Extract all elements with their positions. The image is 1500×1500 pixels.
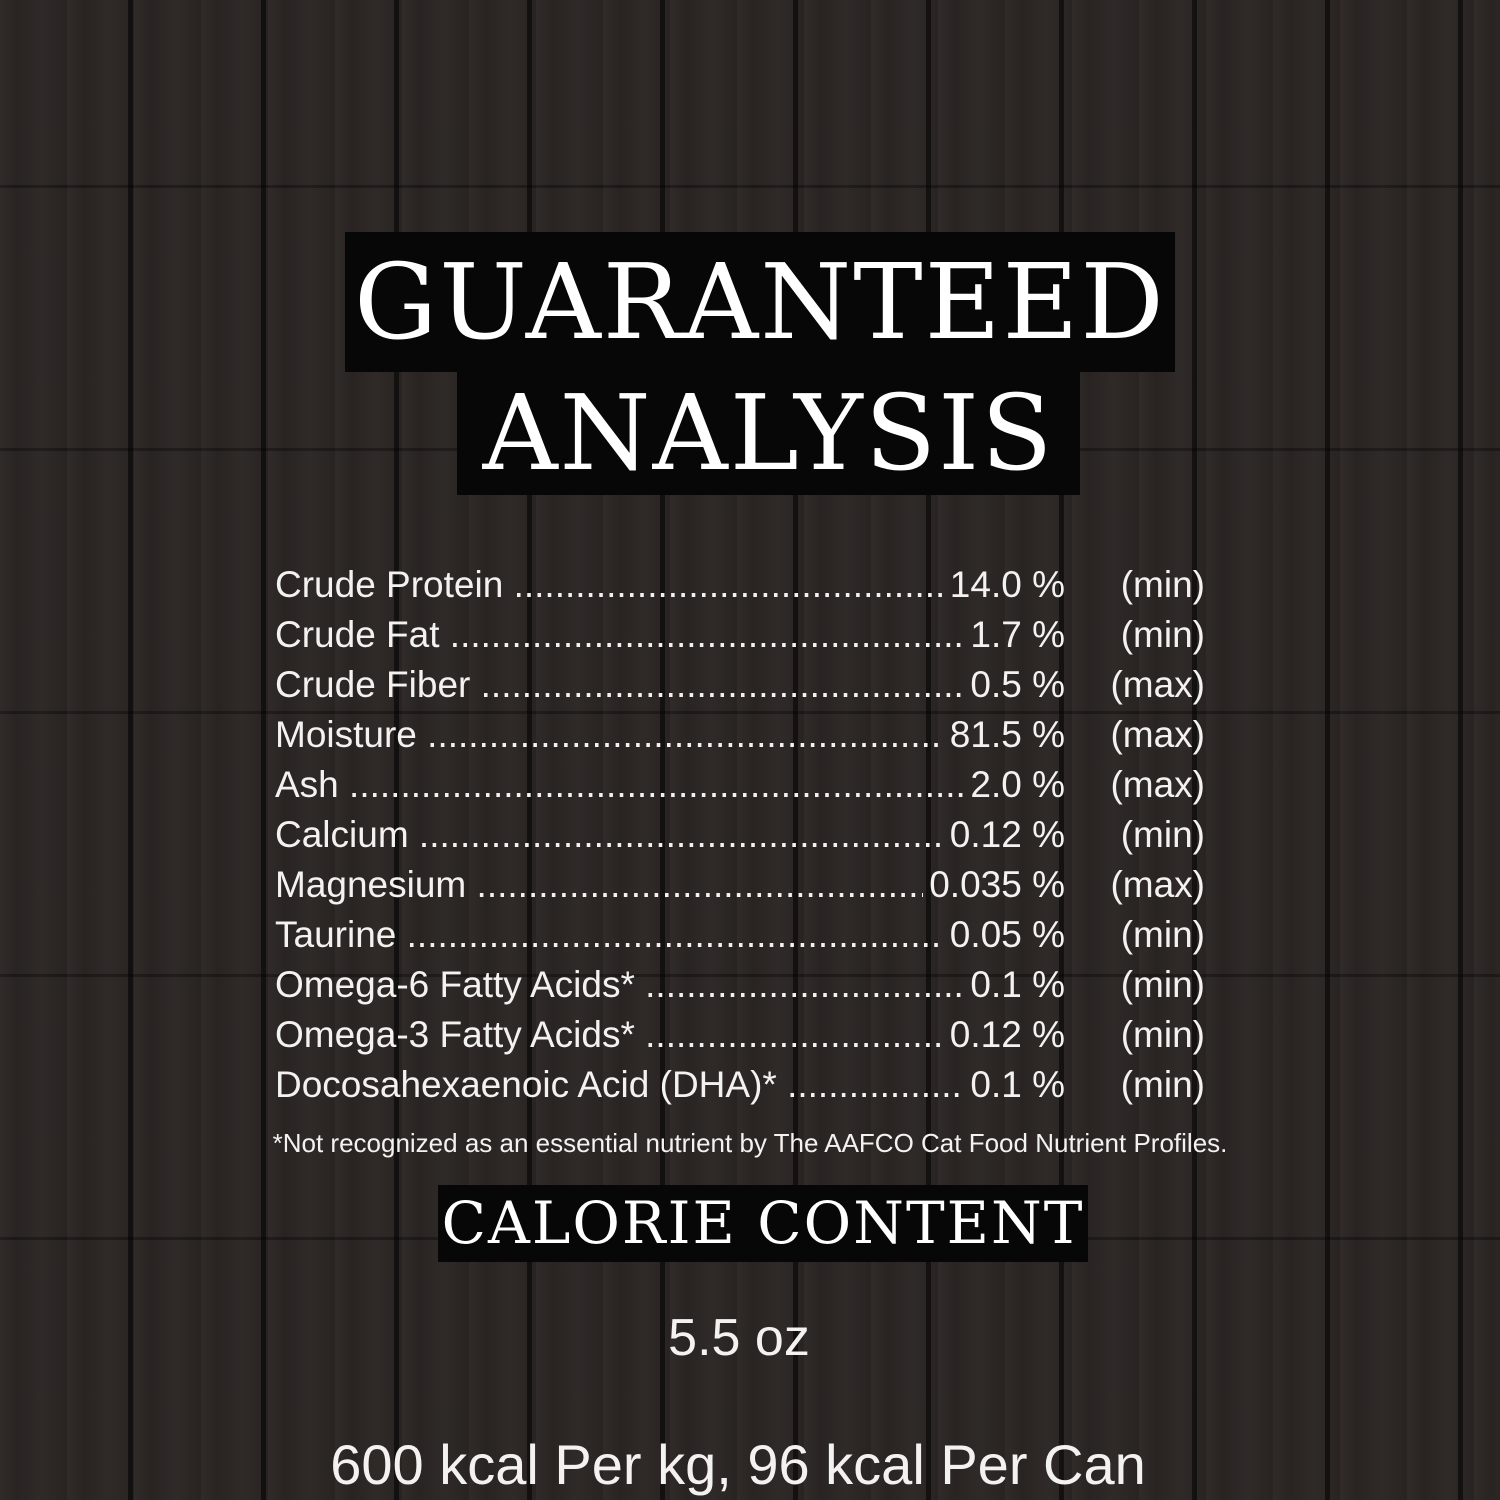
nutrient-name: Magnesium	[275, 864, 467, 905]
table-row: Crude Fat 1.7 % (min)	[275, 610, 1205, 660]
nutrient-qualifier: (max)	[1110, 714, 1205, 755]
nutrient-qualifier: (min)	[1120, 1064, 1205, 1105]
nutrient-value: 0.12 %	[949, 1014, 1065, 1055]
nutrient-name: Calcium	[275, 814, 409, 855]
nutrient-qualifier: (max)	[1110, 764, 1205, 805]
calorie-values: 600 kcal Per kg, 96 kcal Per Can	[330, 1433, 1146, 1496]
nutrient-name: Crude Fiber	[275, 664, 471, 705]
table-row: Crude Fiber 0.5 % (max)	[275, 660, 1205, 710]
table-row: Omega-6 Fatty Acids* 0.1 % (min)	[275, 960, 1205, 1010]
nutrient-value: 0.1 %	[970, 1064, 1065, 1105]
nutrient-qualifier: (min)	[1120, 814, 1205, 855]
table-row: Taurine 0.05 % (min)	[275, 910, 1205, 960]
nutrient-value: 0.05 %	[949, 914, 1065, 955]
nutrient-name: Crude Protein	[275, 564, 504, 605]
footnote: *Not recognized as an essential nutrient…	[272, 1128, 1228, 1158]
table-row: Crude Protein 14.0 % (min)	[275, 560, 1205, 610]
calorie-heading: CALORIE CONTENT	[438, 1185, 1088, 1262]
nutrient-name: Ash	[275, 764, 339, 805]
package-size: 5.5 oz	[668, 1309, 810, 1367]
nutrient-name: Taurine	[275, 914, 397, 955]
nutrient-name: Omega-6 Fatty Acids*	[275, 964, 635, 1005]
nutrient-value: 14.0 %	[949, 564, 1065, 605]
title-guaranteed: GUARANTEED	[345, 232, 1175, 372]
table-row: Moisture 81.5 % (max)	[275, 710, 1205, 760]
table-row: Docosahexaenoic Acid (DHA)* 0.1 % (min)	[275, 1060, 1205, 1110]
nutrient-qualifier: (min)	[1120, 614, 1205, 655]
nutrient-value: 0.12 %	[949, 814, 1065, 855]
table-row: Calcium 0.12 % (min)	[275, 810, 1205, 860]
title-analysis: ANALYSIS	[457, 372, 1080, 495]
nutrient-qualifier: (max)	[1110, 864, 1205, 905]
nutrient-value: 1.7 %	[970, 614, 1065, 655]
nutrient-qualifier: (min)	[1120, 1014, 1205, 1055]
nutrient-qualifier: (min)	[1120, 964, 1205, 1005]
nutrient-value: 2.0 %	[970, 764, 1065, 805]
nutrient-value: 0.035 %	[929, 864, 1065, 905]
nutrient-name: Moisture	[275, 714, 417, 755]
table-row: Omega-3 Fatty Acids* 0.12 % (min)	[275, 1010, 1205, 1060]
nutrient-value: 0.5 %	[970, 664, 1065, 705]
nutrient-name: Docosahexaenoic Acid (DHA)*	[275, 1064, 777, 1105]
analysis-table: Crude Protein 14.0 % (min) Crude Fat 1.7 % (…	[275, 560, 1205, 1110]
nutrient-qualifier: (min)	[1120, 564, 1205, 605]
nutrient-qualifier: (min)	[1120, 914, 1205, 955]
table-row: Magnesium 0.035 % (max)	[275, 860, 1205, 910]
nutrient-qualifier: (max)	[1110, 664, 1205, 705]
nutrient-value: 81.5 %	[949, 714, 1065, 755]
nutrient-name: Omega-3 Fatty Acids*	[275, 1014, 635, 1055]
nutrient-name: Crude Fat	[275, 614, 440, 655]
nutrient-value: 0.1 %	[970, 964, 1065, 1005]
table-row: Ash 2.0 % (max)	[275, 760, 1205, 810]
